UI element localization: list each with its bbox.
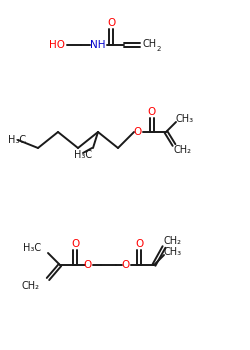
Text: H₃C: H₃C (8, 135, 26, 145)
Text: CH₃: CH₃ (164, 247, 182, 257)
Text: H₃C: H₃C (74, 150, 92, 160)
Text: CH₂: CH₂ (22, 281, 40, 291)
Text: HO: HO (49, 40, 65, 50)
Text: CH₂: CH₂ (164, 236, 182, 246)
Text: CH₃: CH₃ (176, 114, 194, 124)
Text: O: O (107, 18, 115, 28)
Text: O: O (71, 239, 79, 249)
Text: CH: CH (143, 39, 157, 49)
Text: O: O (122, 260, 130, 270)
Text: O: O (148, 107, 156, 117)
Text: H₃C: H₃C (23, 243, 41, 253)
Text: 2: 2 (157, 46, 161, 52)
Text: NH: NH (90, 40, 106, 50)
Text: O: O (134, 127, 142, 137)
Text: O: O (135, 239, 143, 249)
Text: O: O (84, 260, 92, 270)
Text: CH₂: CH₂ (174, 145, 192, 155)
